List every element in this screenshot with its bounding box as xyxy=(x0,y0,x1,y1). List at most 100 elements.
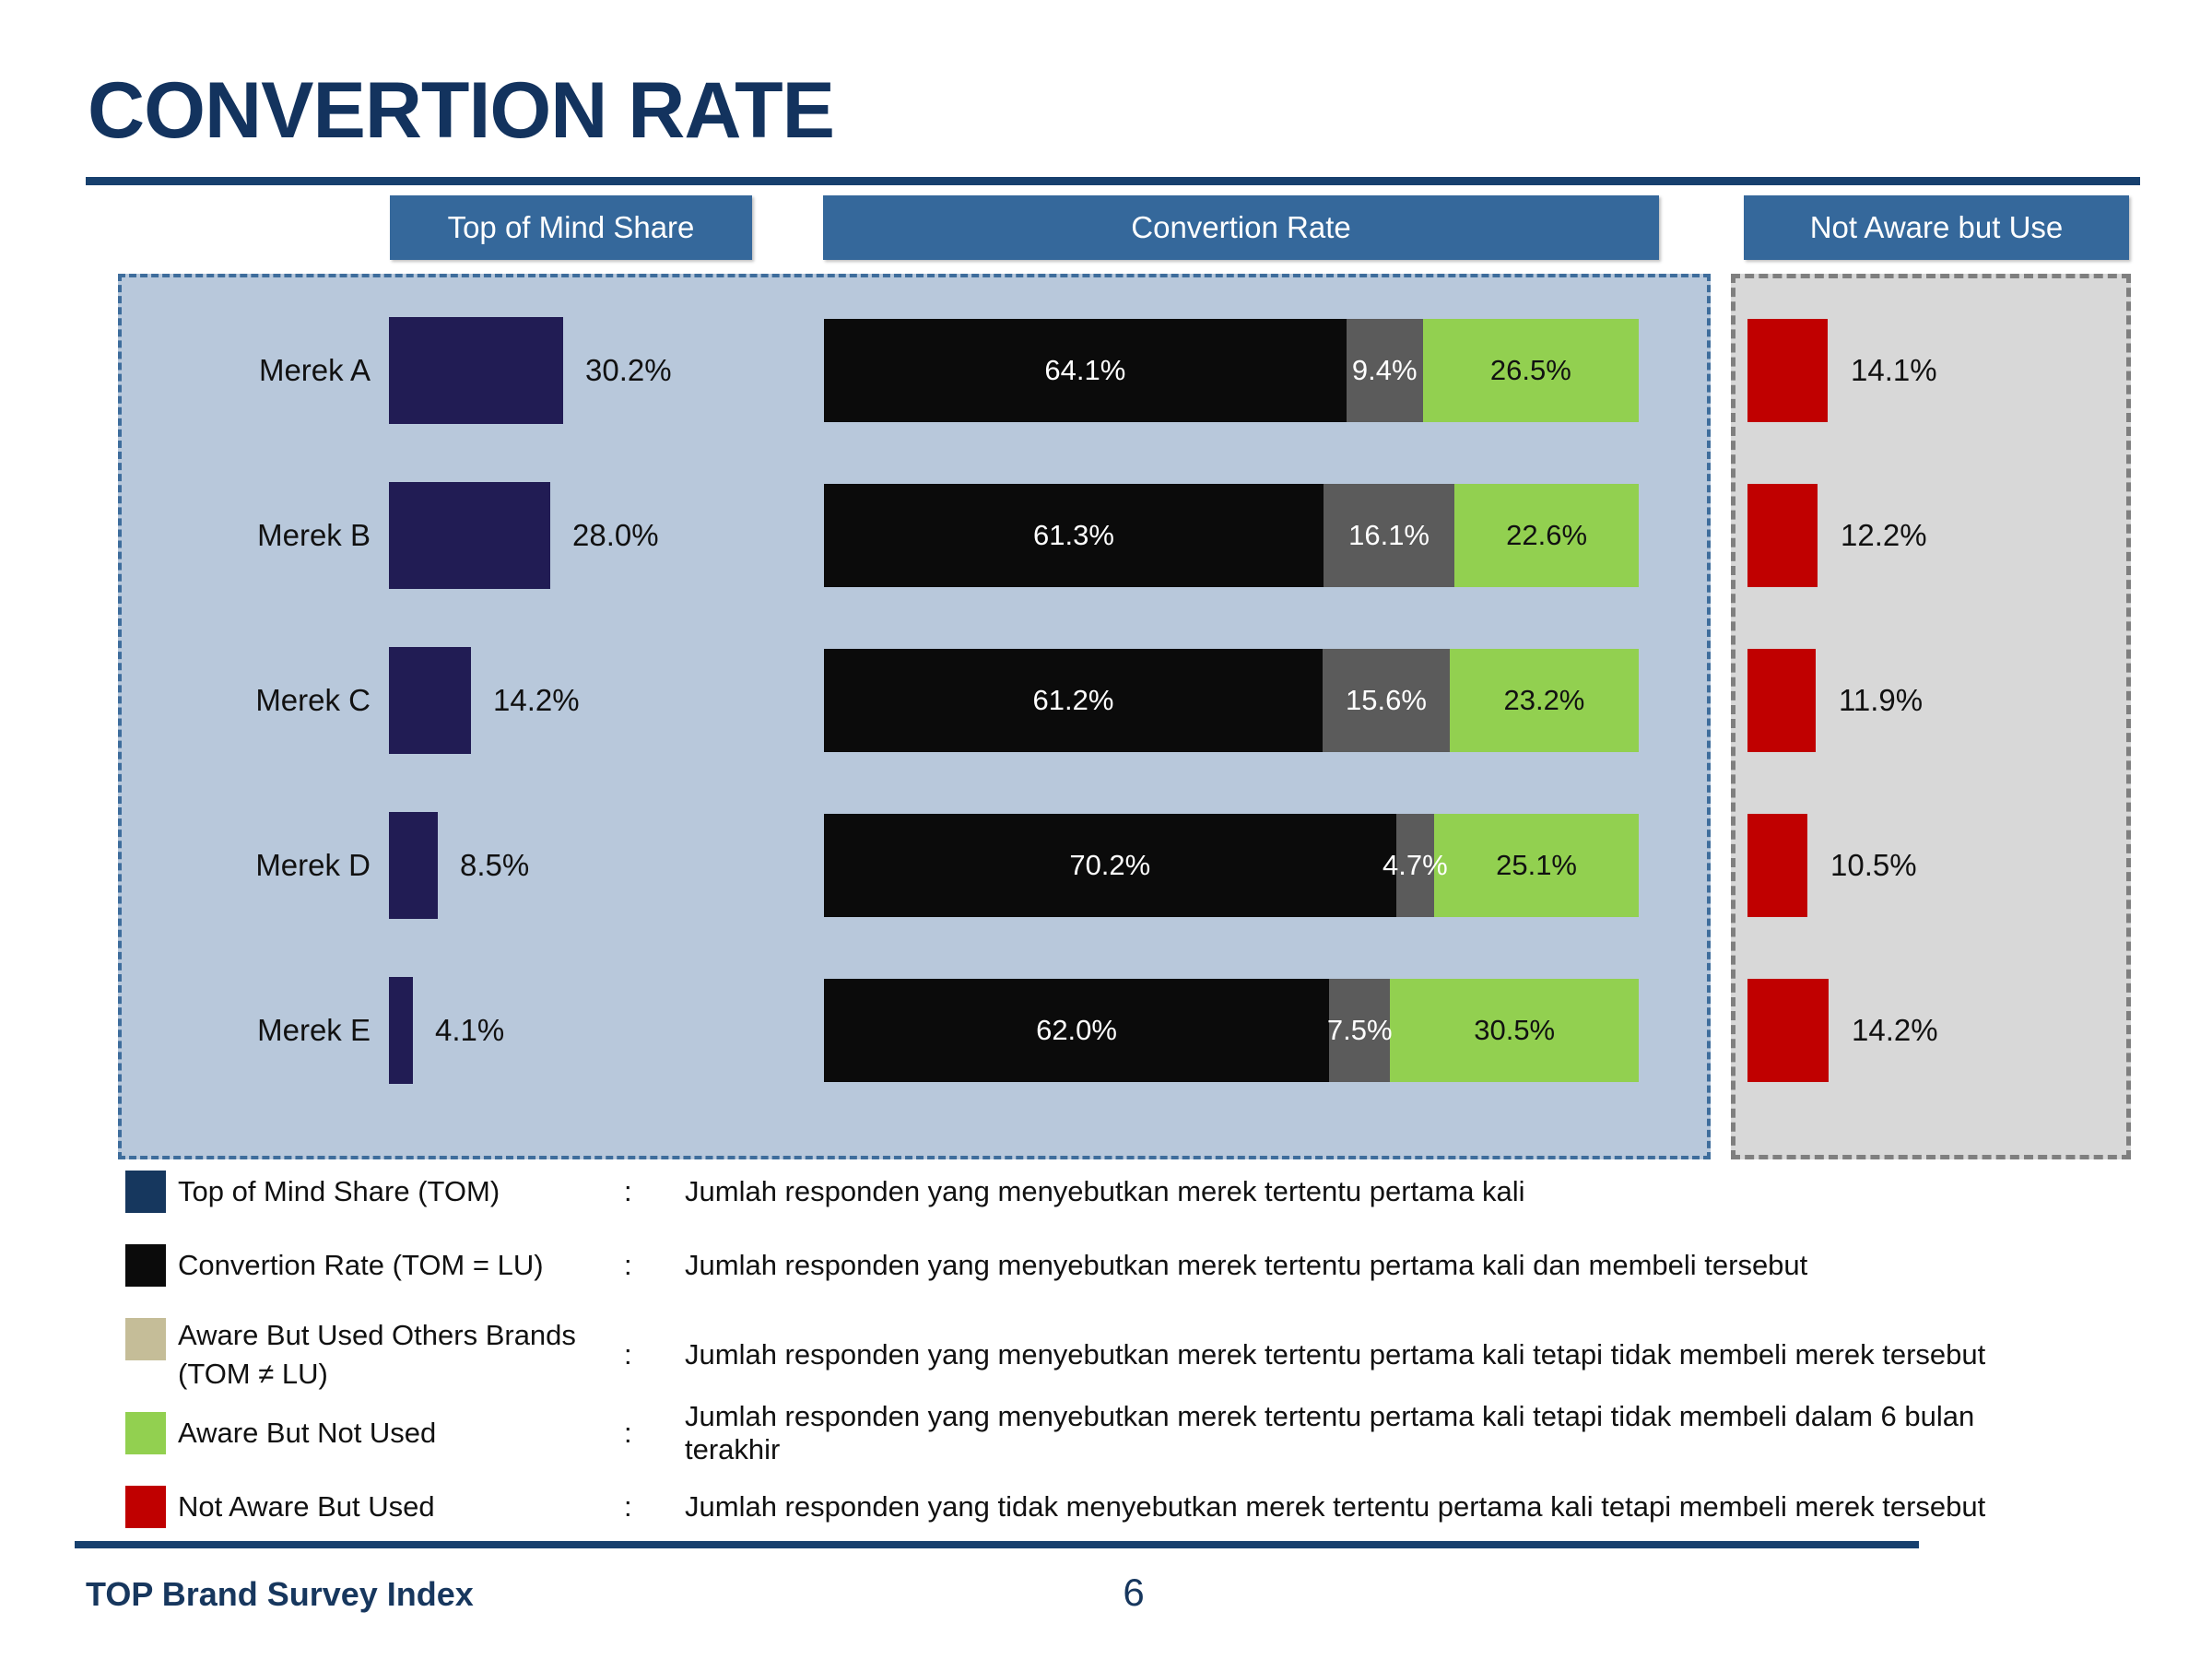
not-aware-bar xyxy=(1747,484,1818,587)
column-header-not-aware-but-use: Not Aware but Use xyxy=(1744,195,2129,260)
brand-label: Merek D xyxy=(255,848,371,882)
brand-label: Merek C xyxy=(255,683,371,717)
legend-description: Jumlah responden yang menyebutkan merek … xyxy=(685,1175,1525,1207)
aware-not-used-segment: 23.2% xyxy=(1449,649,1639,752)
top-of-mind-bar xyxy=(389,977,413,1084)
legend-colon: : xyxy=(624,1175,632,1207)
segment-value-label: 23.2% xyxy=(1503,684,1585,716)
segment-value-label: 26.5% xyxy=(1489,354,1571,386)
top-of-mind-value: 28.0% xyxy=(572,518,659,552)
converted-segment: 62.0% xyxy=(824,979,1330,1082)
segment-value-label: 62.0% xyxy=(1036,1014,1117,1046)
top-of-mind-bar xyxy=(389,482,550,589)
segment-value-label: 4.7% xyxy=(1382,849,1448,881)
aware-used-others-segment: 16.1% xyxy=(1323,484,1455,587)
not-aware-row: 14.1% xyxy=(1731,317,2131,424)
footer-title: TOP Brand Survey Index xyxy=(86,1575,474,1613)
legend-description: Jumlah responden yang menyebutkan merek … xyxy=(685,1249,1808,1281)
not-aware-bar xyxy=(1747,979,1829,1082)
legend-colon: : xyxy=(624,1338,632,1371)
legend-label: Top of Mind Share (TOM) xyxy=(178,1175,500,1208)
segment-value-label: 25.1% xyxy=(1496,849,1577,881)
segment-value-label: 61.2% xyxy=(1032,684,1114,716)
top-of-mind-value: 14.2% xyxy=(493,683,580,717)
not-aware-value: 10.5% xyxy=(1830,848,1917,882)
legend-swatch xyxy=(125,1171,166,1213)
segment-value-label: 9.4% xyxy=(1351,354,1418,386)
brand-label: Merek E xyxy=(257,1013,371,1047)
brand-row: Merek D 8.5% 70.2% 4.7% 25.1% xyxy=(118,812,1711,919)
brand-row: Merek E 4.1% 62.0% 7.5% 30.5% xyxy=(118,977,1711,1084)
brand-label: Merek B xyxy=(257,518,371,552)
not-aware-bar xyxy=(1747,319,1828,422)
legend-colon: : xyxy=(624,1490,632,1523)
segment-value-label: 61.3% xyxy=(1032,519,1114,551)
legend-label: Aware But Not Used xyxy=(178,1417,437,1450)
brand-row: Merek C 14.2% 61.2% 15.6% 23.2% xyxy=(118,647,1711,754)
segment-value-label: 7.5% xyxy=(1326,1014,1393,1046)
segment-value-label: 64.1% xyxy=(1044,354,1126,386)
aware-not-used-segment: 22.6% xyxy=(1454,484,1639,587)
converted-segment: 61.3% xyxy=(824,484,1324,587)
segment-value-label: 16.1% xyxy=(1348,519,1430,551)
column-header-top-of-mind-share: Top of Mind Share xyxy=(390,195,752,260)
not-aware-row: 10.5% xyxy=(1731,812,2131,919)
legend-swatch xyxy=(125,1318,166,1360)
legend-colon: : xyxy=(624,1417,632,1449)
conversion-stacked-bar: 70.2% 4.7% 25.1% xyxy=(824,814,1639,917)
title-divider xyxy=(86,177,2140,185)
legend-row: Aware But Not Used: Jumlah responden yang… xyxy=(118,1400,2053,1465)
legend-row: Not Aware But Used: Jumlah responden yang… xyxy=(118,1475,2053,1539)
page-title: CONVERTION RATE xyxy=(88,65,835,155)
legend-colon: : xyxy=(624,1249,632,1281)
conversion-stacked-bar: 61.3% 16.1% 22.6% xyxy=(824,484,1639,587)
conversion-stacked-bar: 62.0% 7.5% 30.5% xyxy=(824,979,1639,1082)
brand-row: Merek A 30.2% 64.1% 9.4% 26.5% xyxy=(118,317,1711,424)
legend-swatch xyxy=(125,1244,166,1287)
legend-label: Aware But Used Others Brands (TOM ≠ LU) xyxy=(178,1319,576,1390)
top-of-mind-bar xyxy=(389,317,563,424)
not-aware-value: 12.2% xyxy=(1841,518,1927,552)
legend-description: Jumlah responden yang menyebutkan merek … xyxy=(685,1338,1986,1371)
segment-value-label: 15.6% xyxy=(1345,684,1427,716)
not-aware-value: 14.2% xyxy=(1852,1013,1938,1047)
not-aware-value: 11.9% xyxy=(1839,683,1924,717)
converted-segment: 64.1% xyxy=(824,319,1347,422)
converted-segment: 70.2% xyxy=(824,814,1396,917)
aware-used-others-segment: 4.7% xyxy=(1382,814,1448,917)
not-aware-row: 12.2% xyxy=(1731,482,2131,589)
not-aware-row: 14.2% xyxy=(1731,977,2131,1084)
aware-not-used-segment: 30.5% xyxy=(1390,979,1639,1082)
segment-value-label: 70.2% xyxy=(1069,849,1151,881)
column-header-convertion-rate: Convertion Rate xyxy=(823,195,1659,260)
aware-not-used-segment: 25.1% xyxy=(1434,814,1639,917)
not-aware-value: 14.1% xyxy=(1851,353,1937,387)
converted-segment: 61.2% xyxy=(824,649,1323,752)
legend-label: Not Aware But Used xyxy=(178,1490,435,1524)
not-aware-row: 11.9% xyxy=(1731,647,2131,754)
aware-used-others-segment: 7.5% xyxy=(1326,979,1393,1082)
not-aware-rows: 14.1% 12.2% 11.9% 10.5% 14.2% xyxy=(1731,274,2131,1159)
segment-value-label: 22.6% xyxy=(1506,519,1588,551)
aware-used-others-segment: 9.4% xyxy=(1346,319,1423,422)
segment-value-label: 30.5% xyxy=(1474,1014,1556,1046)
top-of-mind-bar xyxy=(389,647,471,754)
top-of-mind-value: 4.1% xyxy=(435,1013,505,1047)
top-of-mind-value: 8.5% xyxy=(460,848,530,882)
page-number: 6 xyxy=(1123,1571,1145,1614)
conversion-stacked-bar: 64.1% 9.4% 26.5% xyxy=(824,319,1639,422)
brand-row: Merek B 28.0% 61.3% 16.1% 22.6% xyxy=(118,482,1711,589)
top-of-mind-value: 30.2% xyxy=(585,353,672,387)
legend-description: Jumlah responden yang tidak menyebutkan … xyxy=(685,1490,1986,1523)
top-of-mind-bar xyxy=(389,812,438,919)
legend-swatch xyxy=(125,1412,166,1454)
footer-divider xyxy=(75,1541,1919,1548)
legend-row: Top of Mind Share (TOM): Jumlah responden… xyxy=(118,1159,2053,1224)
chart-rows: Merek A 30.2% 64.1% 9.4% 26.5% Merek B 28.0% 61… xyxy=(118,274,1711,1159)
legend-row: Convertion Rate (TOM = LU): Jumlah respon… xyxy=(118,1233,2053,1298)
legend-swatch xyxy=(125,1486,166,1528)
aware-used-others-segment: 15.6% xyxy=(1323,649,1450,752)
legend: Top of Mind Share (TOM): Jumlah responden… xyxy=(118,1159,2053,1537)
not-aware-bar xyxy=(1747,649,1816,752)
brand-label: Merek A xyxy=(258,353,371,387)
